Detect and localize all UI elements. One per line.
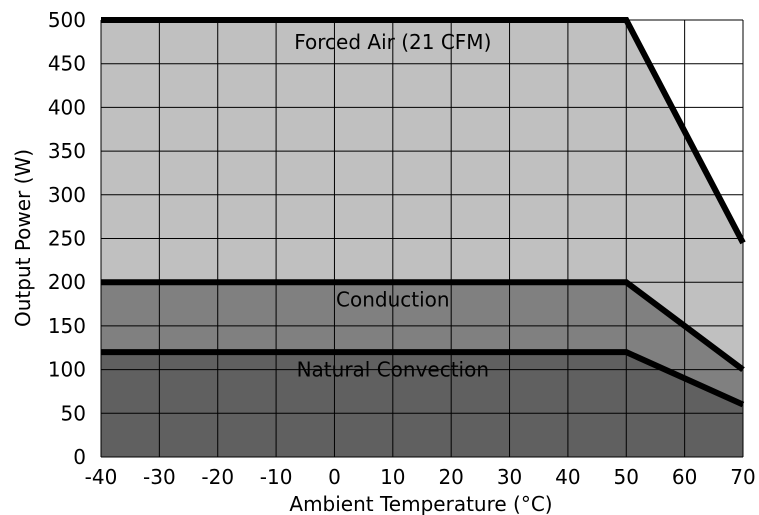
x-tick-label: -30 <box>143 465 176 489</box>
y-tick-label: 100 <box>48 358 86 382</box>
y-tick-label: 450 <box>48 52 86 76</box>
x-axis-label: Ambient Temperature (°C) <box>289 492 552 515</box>
series-line-1 <box>101 17 746 245</box>
y-tick-label: 300 <box>48 183 86 207</box>
region-label: Natural Convection <box>297 358 489 382</box>
y-axis-label: Output Power (W) <box>11 149 35 327</box>
x-tick-label: 70 <box>730 465 755 489</box>
y-tick-label: 50 <box>61 401 86 425</box>
region-label: Conduction <box>336 288 450 312</box>
region-labels: Forced Air (21 CFM) Conduction Natural Con… <box>294 30 491 382</box>
region-label: Forced Air (21 CFM) <box>294 30 491 54</box>
x-tick-label: 0 <box>328 465 341 489</box>
area-fill-3 <box>101 352 743 457</box>
series-line-3 <box>101 349 745 408</box>
x-tick-label: -10 <box>260 465 293 489</box>
x-tick-label: 10 <box>380 465 405 489</box>
x-tick-labels: -40 -30 -20 -10 0 10 20 30 40 50 60 70 <box>85 465 756 489</box>
x-tick-label: 20 <box>438 465 463 489</box>
y-tick-label: 500 <box>48 8 86 32</box>
y-tick-label: 150 <box>48 314 86 338</box>
x-tick-label: 50 <box>614 465 639 489</box>
x-tick-label: 40 <box>555 465 580 489</box>
x-tick-label: 60 <box>672 465 697 489</box>
series-line-2 <box>101 279 745 373</box>
x-tick-label: 30 <box>497 465 522 489</box>
y-tick-label: 0 <box>73 445 86 469</box>
y-tick-label: 400 <box>48 95 86 119</box>
x-tick-label: -20 <box>201 465 234 489</box>
y-tick-labels: 0 50 100 150 200 250 300 350 400 450 500 <box>48 8 86 469</box>
y-tick-label: 200 <box>48 270 86 294</box>
y-tick-label: 250 <box>48 227 86 251</box>
x-tick-label: -40 <box>85 465 118 489</box>
y-tick-label: 350 <box>48 139 86 163</box>
series-lines <box>101 17 746 408</box>
